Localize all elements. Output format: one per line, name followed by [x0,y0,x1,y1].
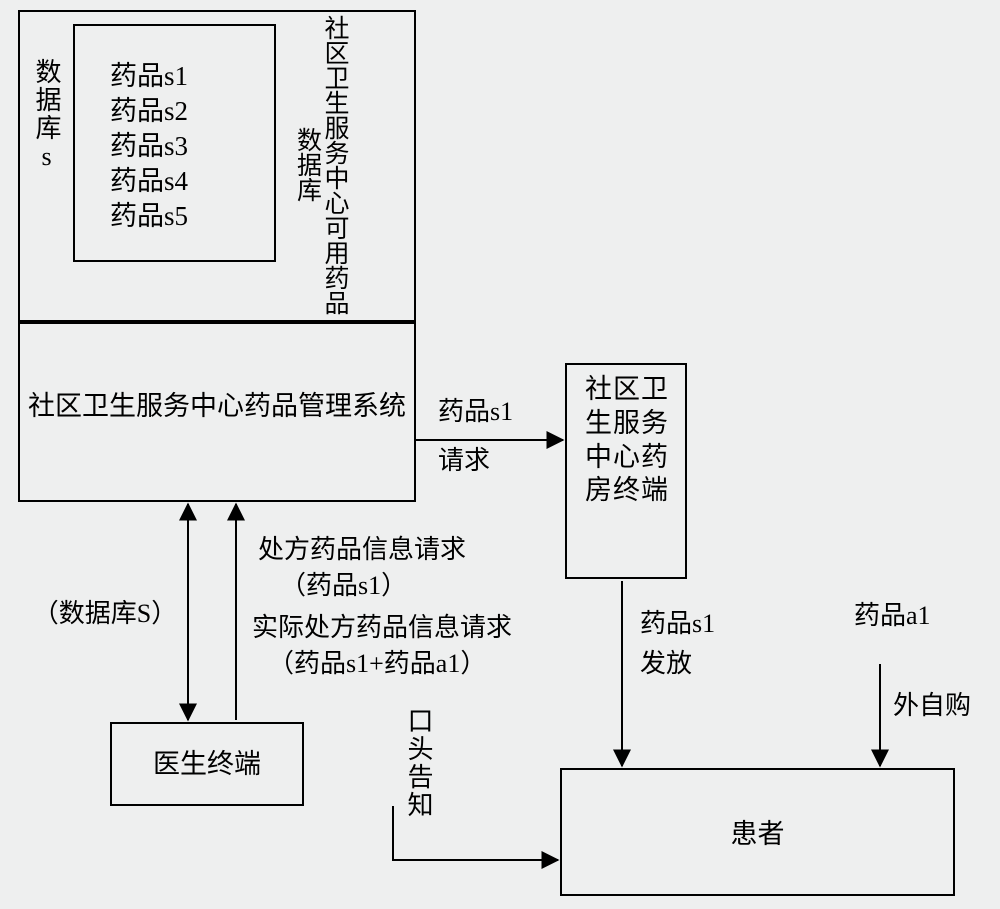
label-pharmacy-text: 社区卫生服务中心药房终端 [585,374,669,505]
edge-label-rx1: 处方药品信息请求 [258,534,518,567]
label-mgmt-system-text: 社区卫生服务中心药品管理系统 [28,391,406,421]
label-pharmacy-terminal: 社区卫生服务中心药房终端 [572,373,682,508]
edge-label-req-s1-a: 药品s1 [438,396,558,429]
label-mgmt-system: 社区卫生服务中心药品管理系统 [28,388,406,426]
label-patient: 患者 [560,818,955,852]
drug-item-0: 药品s1 [110,60,250,94]
edge-label-db-s: （数据库S） [20,598,190,631]
edge-label-rx1-sub: （药品s1） [280,570,520,603]
label-doctor-terminal: 医生终端 [110,748,304,782]
edge-label-issue-b: 发放 [640,648,760,681]
edge-label-verbal: 口头告知 [400,688,437,838]
drug-item-3: 药品s4 [110,165,250,199]
diagram-canvas: 数据库s 药品s1 药品s2 药品s3 药品s4 药品s5 社区卫生服务中心可用… [0,0,1000,909]
edge-label-outside: 外自购 [893,690,1000,723]
drug-item-2: 药品s3 [110,130,250,164]
drug-item-1: 药品s2 [110,95,250,129]
edge-label-rx2-sub: （药品s1+药品a1） [268,648,568,681]
label-db-s: 数据库s [28,30,65,200]
label-available-db: 社区卫生服务中心可用药品数据库 [288,12,348,317]
edge-label-issue-a: 药品s1 [640,608,760,641]
drug-item-4: 药品s5 [110,200,250,234]
edge-label-a1: 药品a1 [854,600,974,633]
edge-label-rx2: 实际处方药品信息请求 [252,612,552,645]
edge-label-req-s1-b: 请求 [438,445,558,478]
